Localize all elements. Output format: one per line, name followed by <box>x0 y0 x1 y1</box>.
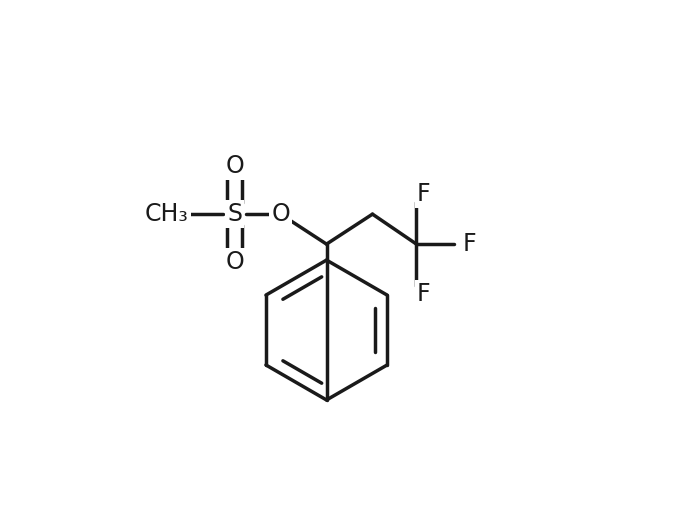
Text: F: F <box>416 282 430 306</box>
Text: S: S <box>227 202 242 226</box>
Text: O: O <box>271 202 290 226</box>
Text: F: F <box>416 182 430 206</box>
Text: O: O <box>225 154 244 178</box>
Text: F: F <box>462 232 476 256</box>
Text: O: O <box>225 250 244 274</box>
Text: CH₃: CH₃ <box>145 202 188 226</box>
